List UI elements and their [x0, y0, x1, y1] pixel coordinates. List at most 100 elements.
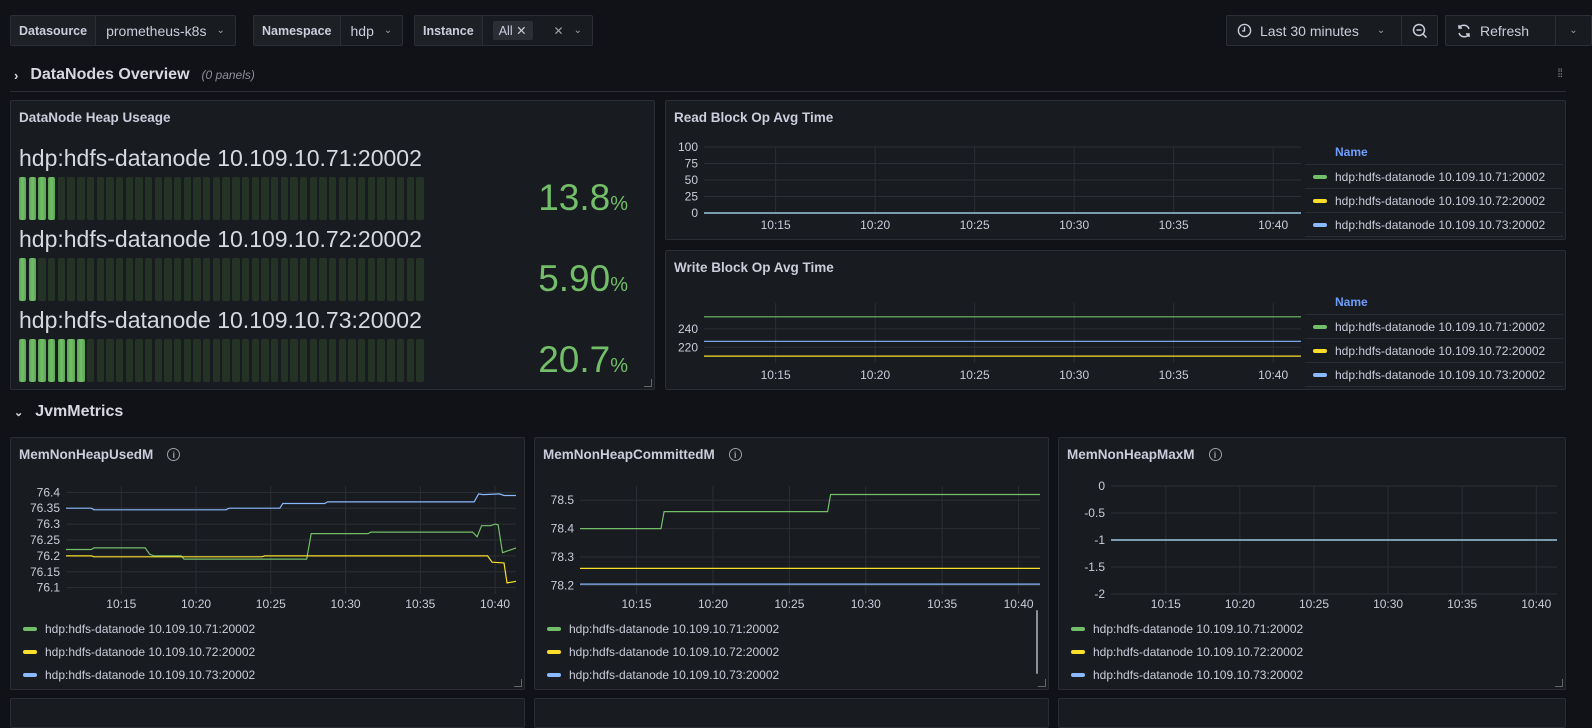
legend-item[interactable]: hdp:hdfs-datanode 10.109.10.73:20002	[1305, 213, 1563, 237]
chevron-down-icon[interactable]: ⌄	[573, 25, 582, 36]
legend-item[interactable]: hdp:hdfs-datanode 10.109.10.71:20002	[1071, 622, 1303, 636]
x-tick-label: 10:15	[761, 368, 791, 382]
refresh-interval-dropdown[interactable]: ⌄	[1555, 16, 1591, 45]
gauge-cell-filled	[19, 177, 27, 220]
x-tick-label: 10:30	[851, 597, 881, 611]
legend-item[interactable]: hdp:hdfs-datanode 10.109.10.71:20002	[547, 622, 779, 636]
resize-handle[interactable]	[1555, 679, 1563, 687]
x-tick-label: 10:20	[860, 368, 890, 382]
series-color-swatch	[1313, 222, 1327, 227]
gauge-cell	[212, 177, 221, 220]
y-tick-label: -1	[1094, 533, 1105, 547]
legend-item[interactable]: hdp:hdfs-datanode 10.109.10.73:20002	[1071, 668, 1303, 682]
info-icon[interactable]: i	[1208, 448, 1222, 461]
series-color-swatch	[1071, 650, 1085, 654]
series-color-swatch	[1071, 673, 1085, 677]
panel-write-block-op: Write Block Op Avg Time 240 220 10:15 10:20…	[665, 250, 1566, 390]
series-color-swatch	[1313, 372, 1327, 377]
chevron-right-icon[interactable]: ›	[14, 67, 19, 83]
resize-handle[interactable]	[514, 679, 522, 687]
legend-item[interactable]: hdp:hdfs-datanode 10.109.10.71:20002	[23, 622, 255, 636]
legend-item[interactable]: hdp:hdfs-datanode 10.109.10.72:20002	[23, 645, 255, 659]
legend-item[interactable]: hdp:hdfs-datanode 10.109.10.72:20002	[1071, 645, 1303, 659]
x-tick-label: 10:40	[480, 597, 510, 611]
chevron-down-icon[interactable]: ⌄	[216, 25, 225, 36]
time-range-picker[interactable]: Last 30 minutes ⌄	[1226, 15, 1438, 46]
drag-handle-icon[interactable]: ⁞⁞	[1557, 66, 1563, 80]
instance-variable[interactable]: Instance All ✕ ✕ ⌄	[414, 15, 593, 46]
gauge-cell	[48, 258, 56, 301]
y-tick-label: -2	[1094, 587, 1105, 601]
legend-label: hdp:hdfs-datanode 10.109.10.71:20002	[1335, 169, 1546, 184]
legend-label: hdp:hdfs-datanode 10.109.10.72:20002	[45, 645, 256, 659]
gauge-cell	[115, 339, 124, 382]
legend-item[interactable]: hdp:hdfs-datanode 10.109.10.72:20002	[1305, 189, 1563, 213]
gauge-cell	[144, 258, 153, 301]
gauge-cell	[416, 339, 424, 382]
namespace-value[interactable]: hdp	[350, 22, 374, 39]
legend-item[interactable]: hdp:hdfs-datanode 10.109.10.71:20002	[1305, 315, 1563, 339]
gauge-cell	[367, 339, 376, 382]
gauge-cell	[106, 258, 114, 301]
chevron-down-icon[interactable]: ⌄	[383, 25, 393, 36]
x-tick-label: 10:25	[256, 597, 286, 611]
legend-label: hdp:hdfs-datanode 10.109.10.72:20002	[1335, 343, 1546, 358]
instance-chip[interactable]: All ✕	[492, 21, 533, 40]
row-jvm-metrics[interactable]: ⌄ JvmMetrics	[14, 403, 123, 421]
zoom-out-icon[interactable]	[1401, 16, 1437, 45]
legend-label: hdp:hdfs-datanode 10.109.10.73:20002	[45, 668, 256, 682]
panel-partial	[534, 698, 1049, 728]
gauge-cell	[377, 339, 385, 382]
gauge-cell	[144, 339, 153, 382]
legend-item[interactable]: hdp:hdfs-datanode 10.109.10.71:20002	[1305, 165, 1563, 189]
gauge-cell	[319, 177, 327, 220]
refresh-button[interactable]: Refresh ⌄	[1445, 15, 1592, 46]
legend-label: hdp:hdfs-datanode 10.109.10.71:20002	[45, 622, 256, 636]
legend-item[interactable]: hdp:hdfs-datanode 10.109.10.73:20002	[23, 668, 255, 682]
gauge-value-number: 20.7	[538, 339, 611, 380]
x-tick-label: 10:40	[1258, 368, 1288, 382]
panel-title: Write Block Op Avg Time	[674, 260, 834, 275]
namespace-variable[interactable]: Namespace hdp ⌄	[253, 15, 404, 46]
gauge-cell	[387, 258, 395, 301]
info-icon[interactable]: i	[728, 448, 742, 461]
x-tick-label: 10:15	[1151, 597, 1181, 611]
series-line	[66, 493, 516, 511]
gauge-cell	[406, 258, 414, 301]
gauge-cell	[251, 177, 259, 220]
legend-label: hdp:hdfs-datanode 10.109.10.73:20002	[1093, 668, 1304, 682]
x-tick-label: 10:15	[622, 597, 652, 611]
gauge-cell	[387, 177, 395, 220]
gauge-cell	[358, 339, 366, 382]
resize-handle[interactable]	[644, 379, 652, 387]
legend-item[interactable]: hdp:hdfs-datanode 10.109.10.72:20002	[1305, 339, 1563, 363]
chevron-down-icon[interactable]: ⌄	[14, 406, 24, 419]
legend-item[interactable]: hdp:hdfs-datanode 10.109.10.73:20002	[1305, 363, 1563, 387]
gauge-cell	[416, 258, 424, 301]
gauge-cell	[270, 258, 279, 301]
gauge-bar	[19, 258, 424, 301]
legend-item[interactable]: hdp:hdfs-datanode 10.109.10.72:20002	[547, 645, 779, 659]
gauge-cell	[222, 339, 230, 382]
panel-title: Read Block Op Avg Time	[674, 110, 834, 125]
gauge-cell	[261, 258, 269, 301]
datasource-variable[interactable]: Datasource prometheus-k8s ⌄	[10, 15, 236, 46]
clear-icon[interactable]: ✕	[553, 23, 564, 38]
legend-label: hdp:hdfs-datanode 10.109.10.73:20002	[1335, 217, 1546, 232]
legend-item[interactable]: hdp:hdfs-datanode 10.109.10.73:20002	[547, 668, 779, 682]
remove-chip-icon[interactable]: ✕	[516, 24, 527, 38]
legend-scrollbar[interactable]	[1036, 610, 1038, 674]
datasource-value[interactable]: prometheus-k8s	[106, 22, 207, 39]
row-datanodes-overview[interactable]: › DataNodes Overview (0 panels)	[14, 66, 255, 84]
row-panel-count: (0 panels)	[201, 68, 255, 82]
x-tick-label: 10:35	[1159, 218, 1189, 232]
gauge-unit: %	[610, 274, 628, 296]
gauge-cell	[270, 339, 279, 382]
time-range-label: Last 30 minutes	[1260, 22, 1359, 39]
panel-title: MemNonHeapUsedM	[19, 447, 154, 462]
resize-handle[interactable]	[1038, 679, 1046, 687]
gauge-cell	[212, 258, 221, 301]
gauge-cell	[232, 258, 240, 301]
info-icon[interactable]: i	[167, 448, 181, 461]
gauge-cell-filled	[28, 258, 37, 301]
